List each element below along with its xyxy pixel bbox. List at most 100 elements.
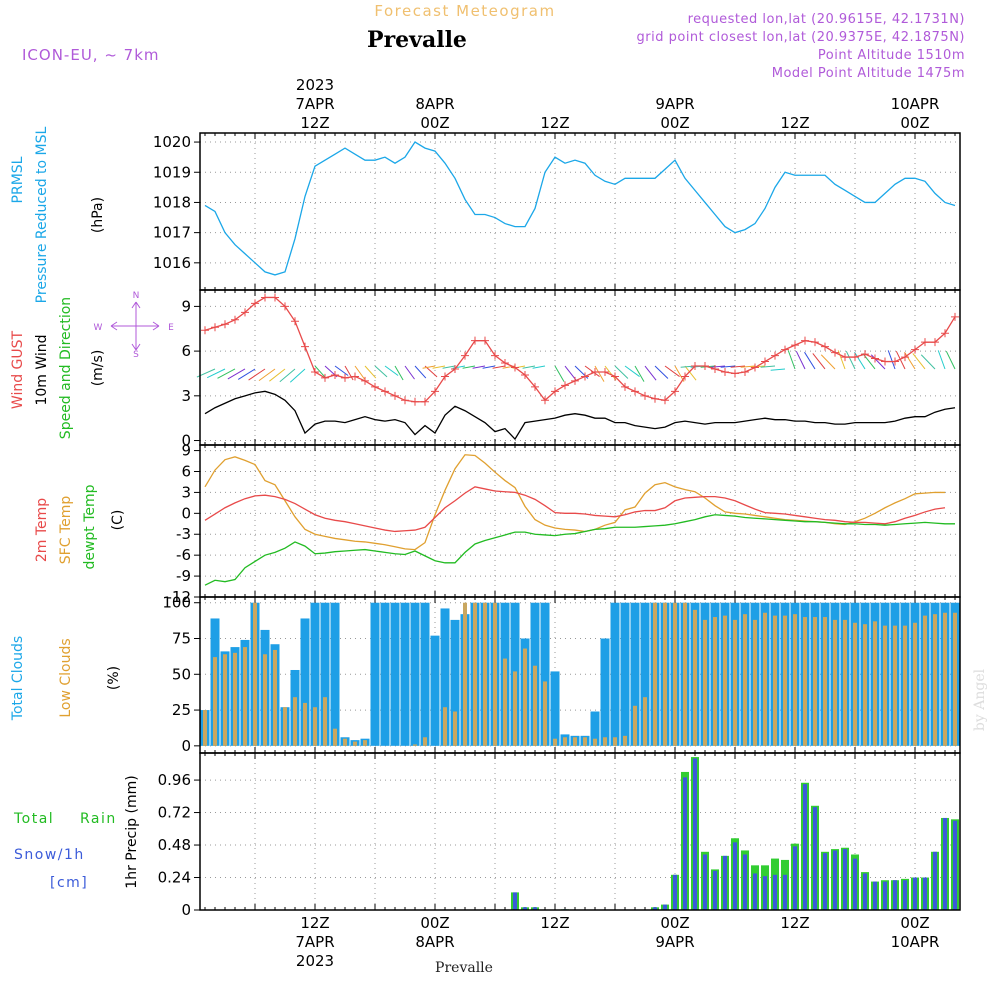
wind-arrow [237, 368, 256, 380]
low-cloud-bar [283, 707, 287, 746]
compass-west: W [94, 323, 103, 333]
panels: 101610171018101910200369-12-9-6-30369025… [153, 132, 961, 919]
total-cloud-bar [540, 602, 550, 746]
wind-arrow [654, 365, 669, 379]
low-cloud-bar [503, 658, 507, 746]
snow-bar [913, 877, 917, 910]
wind-gust-marker [771, 351, 779, 360]
wind-gust-marker [391, 391, 399, 400]
wind-gust-marker [941, 329, 949, 338]
requested-coordinates: requested lon,lat (20.9615E, 42.1731N) [688, 12, 965, 27]
precip-frame [199, 752, 961, 911]
clouds-series [200, 602, 960, 746]
y-tick-label: 1020 [153, 133, 191, 151]
y-tick-label: 1019 [153, 163, 191, 181]
wind-gust-marker [591, 367, 599, 376]
low-cloud-bar [773, 615, 777, 746]
wind-panel: 0 3 6 9 [181, 290, 960, 450]
y-tick-label: 75 [172, 630, 191, 648]
wind-gust-marker [741, 367, 749, 376]
low-cloud-bar [363, 740, 367, 746]
wind-arrow [364, 365, 377, 379]
wind-gust-marker [231, 315, 239, 324]
wind-gust-marker [401, 396, 409, 405]
low-cloud-bar [423, 737, 427, 746]
wind-arrow [904, 351, 916, 370]
wind-arrow [720, 365, 736, 368]
y-tick-label: 1016 [153, 254, 191, 272]
low-cloud-bar [483, 602, 487, 746]
low-cloud-bar [453, 711, 457, 746]
pressure-frame [199, 132, 961, 291]
low-cloud-bar [943, 612, 947, 746]
top-time-label: 00Z [420, 114, 449, 132]
low-cloud-bar [273, 649, 277, 746]
total-cloud-bar [420, 602, 430, 746]
wind-arrow [920, 354, 936, 370]
wind-arrow [937, 350, 946, 370]
wind-gust-marker [561, 381, 569, 390]
wind-gust-marker [821, 342, 829, 351]
y-tick-label: 50 [172, 665, 191, 683]
low-cloud-bar [263, 654, 267, 746]
wind-arrow [837, 350, 846, 370]
y-tick-label: 3 [181, 483, 191, 501]
wind-gust-marker [241, 308, 249, 317]
wind-10m-line [204, 390, 956, 441]
wind-arrow [422, 365, 436, 369]
wind-arrow [289, 368, 306, 383]
wind-arrow [584, 365, 600, 377]
top-time-label: 00Z [900, 114, 929, 132]
wind-gust-marker [261, 293, 269, 302]
total-cloud-bar [620, 602, 630, 746]
total-cloud-bar [390, 602, 400, 746]
bottom-time-label: 8APR [415, 933, 454, 951]
wind-gust-marker [341, 373, 349, 382]
low-cloud-bar [733, 619, 737, 746]
wind-arrow [374, 365, 388, 378]
y-tick-label: 0 [181, 737, 191, 755]
temp-unit: (C) [110, 510, 126, 531]
low-cloud-bar [463, 602, 467, 746]
snow-label: Snow/1h [14, 847, 85, 863]
wind-arrow [760, 365, 776, 368]
wind-gust-marker [491, 351, 499, 360]
top-time-label: 12Z [780, 114, 809, 132]
top-time-label: 00Z [660, 114, 689, 132]
low-cloud-bar [763, 612, 767, 746]
snow-bar [783, 874, 787, 910]
snow-bar [883, 881, 887, 910]
low-cloud-bar [813, 617, 817, 746]
wind-gust-marker [541, 396, 549, 405]
snow-bar [933, 851, 937, 910]
snow-bar [693, 758, 697, 910]
bottom-time-label: 00Z [420, 914, 449, 932]
snow-bar [533, 907, 537, 910]
bottom-time-label: 7APR [295, 933, 334, 951]
wind-arrow [522, 365, 536, 369]
low-cloud-bar [933, 614, 937, 746]
y-tick-label: 9 [181, 297, 191, 315]
y-tick-label: 0 [181, 432, 191, 450]
top-time-label: 12Z [300, 114, 329, 132]
wind-arrow [269, 368, 286, 382]
low-cloud-bar [493, 602, 497, 746]
wind-arrow [684, 365, 697, 381]
bottom-time-label: 10APR [891, 933, 940, 951]
point-altitude: Point Altitude 1510m [818, 48, 965, 63]
pressure-series [204, 141, 956, 276]
snow-unit: [cm] [50, 875, 88, 891]
wind-gust-marker [571, 376, 579, 385]
wind-gust-marker [291, 317, 299, 326]
wind-gust-marker [721, 367, 729, 376]
low-cloud-bar [353, 741, 357, 746]
total-clouds-label: Total Clouds [10, 636, 26, 721]
total-cloud-bar [330, 602, 340, 746]
wind-gust-marker [301, 342, 309, 351]
y-tick-label: 1018 [153, 193, 191, 211]
wind-gust-marker [761, 357, 769, 366]
wind-arrow [554, 365, 565, 382]
wind-gust-marker [701, 362, 709, 371]
y-tick-label: -3 [176, 525, 191, 543]
snow-bar [893, 880, 897, 910]
